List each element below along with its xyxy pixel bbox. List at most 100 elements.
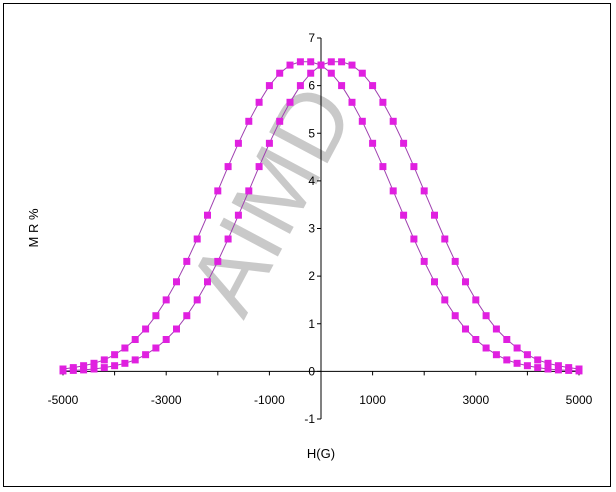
watermark-layer: AIMD <box>168 69 375 331</box>
data-point <box>152 312 160 320</box>
x-tick-label: 5000 <box>566 393 593 407</box>
data-point <box>131 336 139 343</box>
data-point <box>296 82 304 90</box>
data-point <box>575 365 583 373</box>
data-point <box>204 278 211 286</box>
series-2 <box>59 58 583 375</box>
data-point <box>462 278 469 286</box>
data-point <box>69 366 77 374</box>
data-point <box>544 365 552 373</box>
data-point <box>358 117 366 125</box>
data-point <box>214 187 222 195</box>
data-point <box>183 312 191 320</box>
data-point <box>462 325 469 333</box>
data-point <box>286 61 294 69</box>
data-point <box>369 82 377 90</box>
y-tick-label: 2 <box>308 269 315 283</box>
data-point <box>90 365 98 373</box>
data-point <box>492 351 500 359</box>
data-point <box>523 351 531 359</box>
labels-layer: H(G) M R % <box>26 208 335 461</box>
series-layer <box>59 58 583 375</box>
y-tick-label: 6 <box>308 79 315 93</box>
data-point <box>183 257 191 265</box>
x-tick-label: 1000 <box>359 393 386 407</box>
data-point <box>142 325 150 333</box>
data-point <box>204 211 211 219</box>
data-point <box>80 362 88 370</box>
data-point <box>245 187 253 195</box>
data-point <box>431 211 438 219</box>
data-point <box>400 139 408 147</box>
data-point <box>369 139 377 147</box>
data-point <box>410 163 418 171</box>
data-point <box>100 364 108 372</box>
y-tick-label: 0 <box>308 364 315 378</box>
data-point <box>173 325 180 333</box>
y-tick-label: -1 <box>304 412 315 426</box>
data-point <box>255 163 263 171</box>
data-point <box>296 58 304 66</box>
data-point <box>234 211 242 219</box>
axes-layer: -5000 -3000 -1000 1000 3000 5000 -1 0 1 2 3 4 5 6 7 <box>48 31 593 426</box>
data-point <box>265 82 273 90</box>
data-point <box>441 296 449 304</box>
data-point <box>121 359 129 367</box>
data-point <box>162 296 170 304</box>
data-point <box>245 117 253 125</box>
data-point <box>472 296 480 304</box>
data-point <box>534 356 542 364</box>
data-point <box>503 356 511 364</box>
data-point <box>348 98 356 106</box>
data-point <box>111 362 119 370</box>
data-point <box>554 366 562 374</box>
data-point <box>214 257 222 265</box>
y-tick-label: 5 <box>308 126 315 140</box>
data-point <box>441 235 449 243</box>
data-point <box>338 82 346 90</box>
data-point <box>503 336 511 343</box>
data-point <box>420 257 428 265</box>
data-point <box>544 359 552 367</box>
data-point <box>224 235 232 243</box>
data-point <box>265 139 273 147</box>
data-point <box>482 312 490 320</box>
data-point <box>131 356 139 364</box>
data-point <box>482 344 490 352</box>
data-point <box>173 278 180 286</box>
data-point <box>389 187 397 195</box>
data-point <box>358 69 366 77</box>
data-point <box>59 367 67 375</box>
data-point <box>327 58 335 66</box>
data-point <box>100 356 108 364</box>
data-point <box>400 211 408 219</box>
data-point <box>338 58 346 66</box>
data-point <box>90 359 98 367</box>
y-tick-label: 7 <box>308 31 315 45</box>
y-axis-title: M R % <box>26 208 41 247</box>
data-point <box>193 296 201 304</box>
data-point <box>451 257 459 265</box>
data-point <box>286 98 294 106</box>
data-point <box>554 362 562 370</box>
watermark-text: AIMD <box>168 69 375 331</box>
data-point <box>276 69 284 77</box>
data-point <box>410 235 418 243</box>
data-point <box>307 69 315 77</box>
data-point <box>523 362 531 370</box>
data-point <box>193 235 201 243</box>
data-point <box>255 98 263 106</box>
data-point <box>348 61 356 69</box>
y-tick-label: 1 <box>308 317 315 331</box>
data-point <box>534 364 542 372</box>
data-point <box>379 163 387 171</box>
data-point <box>513 344 521 352</box>
data-point <box>224 163 232 171</box>
x-tick-label: -1000 <box>254 393 285 407</box>
data-point <box>420 187 428 195</box>
data-point <box>142 351 150 359</box>
x-tick-label: -3000 <box>151 393 182 407</box>
data-point <box>565 364 573 372</box>
y-tick-label: 4 <box>308 174 315 188</box>
data-point <box>152 344 160 352</box>
